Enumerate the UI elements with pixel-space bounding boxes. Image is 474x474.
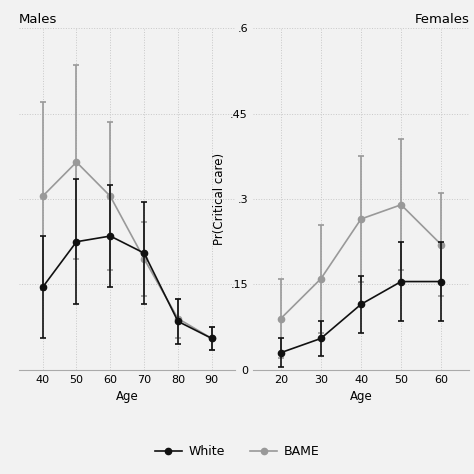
- X-axis label: Age: Age: [350, 390, 373, 403]
- X-axis label: Age: Age: [116, 390, 138, 403]
- Y-axis label: Pr(Critical care): Pr(Critical care): [213, 153, 226, 245]
- Legend: White, BAME: White, BAME: [150, 440, 324, 463]
- Text: Males: Males: [19, 13, 57, 26]
- Text: Females: Females: [414, 13, 469, 26]
